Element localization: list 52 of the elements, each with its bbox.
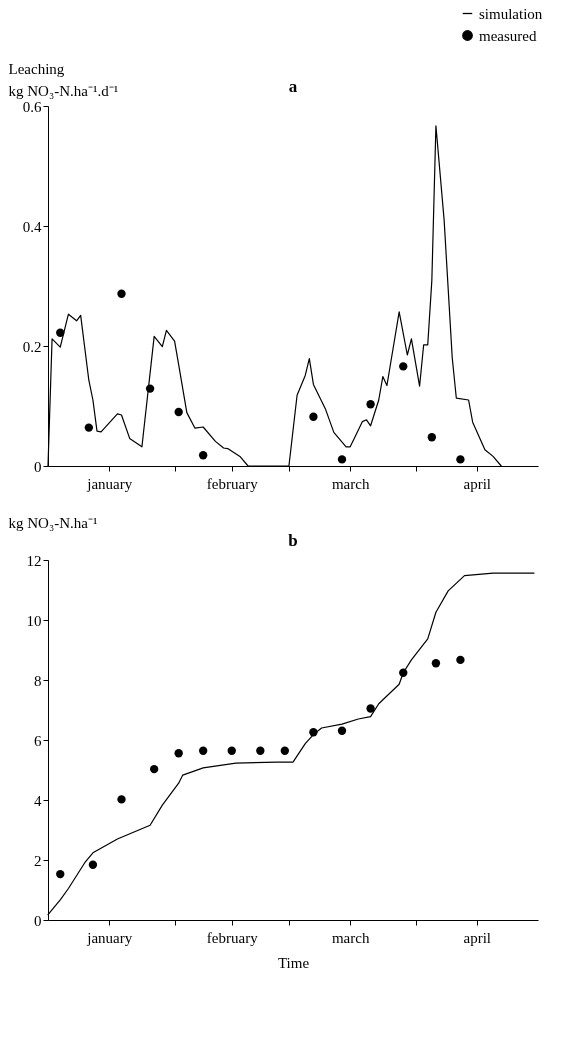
x-tick-label: march (331, 929, 370, 946)
y-tick-label: 8 (34, 672, 42, 689)
y-tick-label: 0.4 (22, 218, 42, 235)
point (174, 407, 183, 417)
point (456, 455, 465, 464)
y-axis-title: Leaching kg NO₃-N.ha⁻¹.d⁻¹ (8, 60, 119, 99)
x-tick-label: march (331, 475, 370, 492)
point (337, 726, 347, 735)
x-tick-label: april (463, 929, 491, 946)
y-tick-label: 0 (34, 458, 42, 475)
x-tick-label: february (206, 929, 259, 946)
point (399, 668, 408, 677)
y-tick-label: 10 (26, 612, 42, 629)
x-axis-title: Time (277, 954, 310, 971)
y-axis-title: kg NO₃-N.ha⁻¹ (8, 514, 98, 531)
chart-title: b (288, 531, 298, 550)
point (174, 749, 183, 758)
point (198, 451, 208, 460)
point (256, 746, 265, 755)
x-tick-label: february (206, 475, 259, 492)
point (117, 795, 126, 804)
x-tick-label: january (86, 929, 133, 946)
y-tick-label: 6 (34, 732, 42, 749)
y-tick-label: 0.2 (22, 338, 42, 355)
point (117, 289, 126, 298)
point (399, 362, 408, 371)
point (227, 746, 236, 755)
point (198, 746, 208, 755)
point (431, 659, 441, 668)
point (145, 384, 155, 393)
point (84, 423, 94, 432)
point (309, 412, 318, 421)
legend-label: simulation (479, 5, 543, 22)
point (427, 433, 437, 442)
point (366, 704, 375, 713)
point (88, 860, 98, 869)
legend-label: measured (479, 27, 537, 44)
point (56, 328, 65, 337)
point (456, 655, 465, 665)
point (56, 869, 65, 879)
y-tick-label: 2 (34, 852, 42, 869)
x-tick-label: january (86, 475, 133, 492)
point (149, 764, 159, 774)
y-tick-label: 0.6 (22, 98, 42, 115)
chart-title: a (288, 77, 298, 96)
y-tick-label: 12 (26, 552, 42, 569)
y-tick-label: 0 (34, 912, 42, 929)
y-tick-label: 4 (34, 792, 42, 809)
point (366, 400, 375, 409)
x-tick-label: april (463, 475, 491, 492)
point (309, 728, 318, 737)
point (337, 455, 347, 464)
